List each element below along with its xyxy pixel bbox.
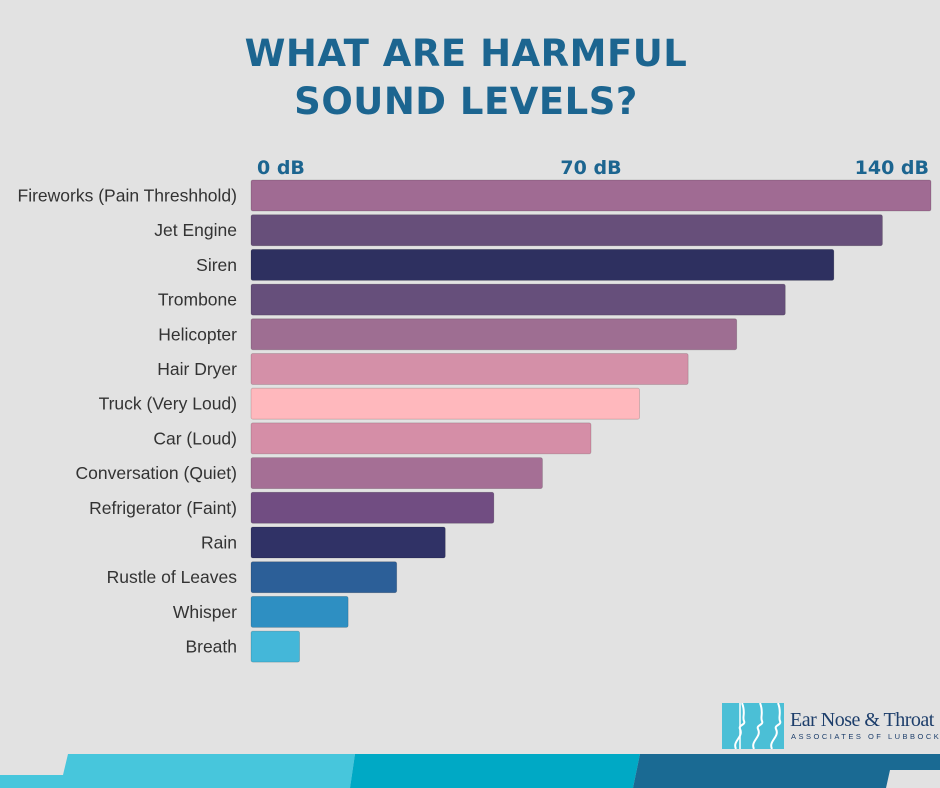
logo-name: Ear Nose & Throat <box>790 709 934 731</box>
tick-label: 140 dB <box>855 157 929 179</box>
category-label: Whisper <box>173 602 237 622</box>
bar <box>250 491 495 524</box>
tick-label: 70 dB <box>560 157 621 179</box>
category-label: Rain <box>201 533 237 553</box>
category-label: Breath <box>185 637 237 657</box>
bar <box>250 561 398 594</box>
bar-chart: 0 dB 70 dB 140 dB Fireworks (Pain Threshhol… <box>18 157 932 663</box>
category-label: Car (Loud) <box>153 428 237 448</box>
bar <box>250 526 446 559</box>
tick-label: 0 dB <box>257 157 305 179</box>
category-label: Truck (Very Loud) <box>99 394 237 414</box>
bar <box>250 214 883 247</box>
bar <box>250 457 543 490</box>
category-label: Hair Dryer <box>157 359 237 379</box>
logo-subtitle: ASSOCIATES OF LUBBOCK <box>791 732 940 741</box>
bar <box>250 353 689 385</box>
bar <box>250 422 592 455</box>
category-label: Trombone <box>158 290 237 310</box>
category-label: Refrigerator (Faint) <box>89 498 237 518</box>
bar <box>250 630 300 663</box>
bar <box>250 248 835 281</box>
category-label: Siren <box>196 255 237 275</box>
bar <box>250 387 640 420</box>
chart-title: WHAT ARE HARMFUL SOUND LEVELS? <box>160 30 772 126</box>
footer-band-light <box>0 754 355 788</box>
bar <box>250 596 349 628</box>
bar <box>250 283 786 316</box>
category-label: Jet Engine <box>154 220 237 240</box>
chart-title-line-2: SOUND LEVELS? <box>294 80 638 123</box>
category-label: Fireworks (Pain Threshhold) <box>18 186 237 206</box>
chart-title-line-1: WHAT ARE HARMFUL <box>244 32 688 75</box>
bar <box>250 318 738 351</box>
footer-band-mid <box>350 754 640 788</box>
category-label: Conversation (Quiet) <box>76 463 237 483</box>
bar <box>250 179 932 212</box>
category-label: Helicopter <box>158 324 237 344</box>
category-label: Rustle of Leaves <box>107 567 238 587</box>
face-profiles-icon <box>722 703 784 749</box>
footer-band-dark <box>633 754 940 788</box>
company-logo: Ear Nose & Throat ASSOCIATES OF LUBBOCK <box>722 703 940 751</box>
